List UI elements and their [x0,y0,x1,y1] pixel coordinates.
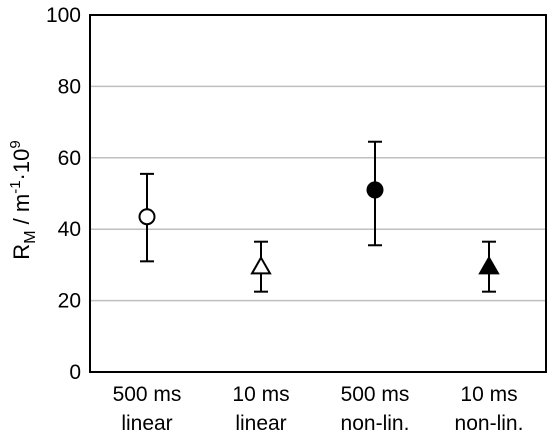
marker-circle [366,181,384,199]
x-category-label-line2: linear [121,412,172,435]
y-axis-title-sub: M [22,230,39,243]
y-axis-title-exp: -1 [7,180,24,193]
marker-circle [138,208,156,226]
plot-frame [89,14,547,373]
y-axis-ticks: 0 20 40 60 80 100 [46,4,81,384]
x-category-label-line1: 500 ms [113,383,182,406]
y-axis-title-main: R [9,244,34,260]
y-axis-title-sep: / m [9,194,34,231]
data-point [250,240,272,293]
y-tick-label: 20 [58,290,81,313]
x-category-label-line2: linear [235,412,286,435]
marker-triangle [478,255,500,275]
y-axis-title-mid: ·10 [9,149,34,181]
data-point [478,240,500,293]
y-axis-title-exp2: 9 [7,140,24,148]
x-category-label-line2: non-lin. [341,412,410,435]
y-tick-label: 0 [69,361,81,384]
y-tick-label: 80 [58,75,81,98]
y-axis-title: RM / m-1·109 [7,140,39,259]
grid-lines [90,85,546,302]
y-tick-label: 60 [58,147,81,170]
x-category-label-line1: 10 ms [232,383,289,406]
x-category-label-line1: 500 ms [341,383,410,406]
x-category-label-line2: non-lin. [455,412,524,435]
data-point [366,140,384,247]
y-tick-label: 40 [58,218,81,241]
marker-triangle [250,255,272,275]
x-axis-categories: 500 ms linear 10 ms linear 500 ms non-lin. 10 … [113,383,524,435]
data-point [138,172,156,263]
x-category-label-line1: 10 ms [460,383,517,406]
y-tick-label: 100 [46,4,81,27]
plot-area [138,140,500,293]
